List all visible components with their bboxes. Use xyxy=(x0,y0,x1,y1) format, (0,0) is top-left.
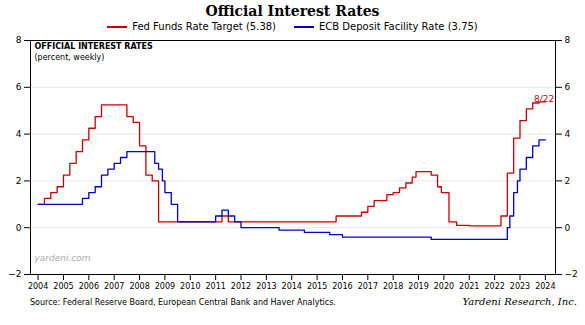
svg-text:6: 6 xyxy=(565,82,571,92)
html-text:ECB Deposit Facility Rate (3.7: ECB Deposit Facility Rate (3.75) xyxy=(319,21,478,32)
html-text:Fed Funds Rate Target (5.38): Fed Funds Rate Target (5.38) xyxy=(132,21,276,32)
svg-text:(percent, weekly): (percent, weekly) xyxy=(35,53,105,62)
svg-text:2020: 2020 xyxy=(434,282,454,291)
svg-text:2017: 2017 xyxy=(358,282,378,291)
svg-text:yardeni.com: yardeni.com xyxy=(34,253,91,263)
svg-text:8: 8 xyxy=(16,35,22,45)
svg-text:4: 4 xyxy=(16,129,22,139)
svg-text:2: 2 xyxy=(565,176,571,186)
svg-text:0: 0 xyxy=(16,223,22,233)
svg-text:−2: −2 xyxy=(565,269,578,279)
svg-text:−2: −2 xyxy=(8,269,21,279)
svg-text:8: 8 xyxy=(565,35,571,45)
svg-text:2018: 2018 xyxy=(383,282,403,291)
html-text:Yardeni Research, Inc.: Yardeni Research, Inc. xyxy=(462,296,577,307)
svg-text:2011: 2011 xyxy=(205,282,225,291)
html-text:Source: Federal Reserve Board,: Source: Federal Reserve Board, European … xyxy=(30,298,336,307)
svg-text:2023: 2023 xyxy=(510,282,530,291)
svg-text:2021: 2021 xyxy=(459,282,479,291)
svg-text:0: 0 xyxy=(565,223,571,233)
svg-text:2024: 2024 xyxy=(535,282,555,291)
html-text:Official Interest Rates: Official Interest Rates xyxy=(205,3,380,19)
svg-text:2010: 2010 xyxy=(180,282,200,291)
svg-text:2015: 2015 xyxy=(307,282,327,291)
svg-text:2016: 2016 xyxy=(332,282,352,291)
svg-text:2: 2 xyxy=(16,176,22,186)
svg-text:2009: 2009 xyxy=(155,282,175,291)
svg-text:2019: 2019 xyxy=(408,282,428,291)
svg-text:2006: 2006 xyxy=(79,282,99,291)
svg-text:2007: 2007 xyxy=(104,282,124,291)
svg-text:2014: 2014 xyxy=(282,282,302,291)
svg-text:2005: 2005 xyxy=(53,282,73,291)
svg-text:2013: 2013 xyxy=(256,282,276,291)
svg-text:6: 6 xyxy=(16,82,22,92)
svg-text:4: 4 xyxy=(565,129,571,139)
svg-text:8/22: 8/22 xyxy=(534,94,554,104)
svg-text:2012: 2012 xyxy=(231,282,251,291)
svg-text:2004: 2004 xyxy=(28,282,48,291)
svg-text:2022: 2022 xyxy=(484,282,504,291)
svg-text:2008: 2008 xyxy=(129,282,149,291)
svg-text:OFFICIAL INTEREST RATES: OFFICIAL INTEREST RATES xyxy=(35,42,154,51)
